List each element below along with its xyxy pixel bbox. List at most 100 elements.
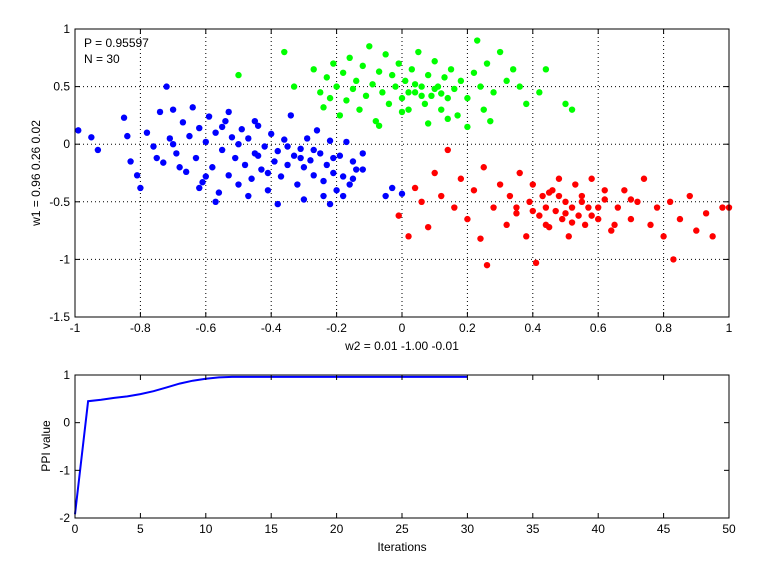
- scatter-point-series-1: [366, 43, 373, 50]
- scatter-grid: [75, 29, 729, 317]
- scatter-point-series-0: [326, 200, 334, 208]
- scatter-point-series-1: [382, 51, 389, 58]
- scatter-y-tick-label: -0.5: [49, 195, 70, 209]
- scatter-point-series-2: [496, 181, 504, 188]
- scatter-point-series-2: [572, 181, 579, 188]
- scatter-point-series-1: [317, 89, 324, 96]
- scatter-point-series-0: [120, 114, 128, 121]
- scatter-point-series-0: [160, 159, 167, 166]
- scatter-point-series-0: [245, 192, 252, 200]
- scatter-x-tick-label: 0.2: [459, 321, 476, 335]
- scatter-point-series-1: [454, 112, 461, 119]
- scatter-annotation-n: N = 30: [84, 52, 120, 66]
- scatter-point-series-2: [660, 233, 667, 240]
- line-panel: 0 5 10 15 20 25 30 35 40 45 50 -2 -1 0 1 Iterations PP…: [39, 368, 736, 554]
- scatter-point-series-1: [421, 100, 429, 108]
- scatter-point-series-2: [477, 235, 484, 242]
- scatter-point-series-1: [408, 66, 416, 73]
- scatter-point-series-0: [268, 130, 275, 138]
- scatter-point-series-1: [464, 123, 471, 131]
- scatter-point-series-0: [310, 172, 317, 179]
- scatter-point-series-1: [477, 83, 484, 90]
- scatter-point-series-1: [441, 74, 448, 81]
- scatter-point-series-1: [447, 66, 455, 73]
- line-x-tick-label: 35: [526, 522, 540, 536]
- scatter-point-series-2: [483, 261, 491, 269]
- scatter-point-series-0: [166, 135, 174, 142]
- scatter-y-tick-label: 0.5: [53, 80, 70, 94]
- scatter-point-series-0: [300, 196, 308, 203]
- scatter-point-series-0: [264, 169, 272, 177]
- scatter-point-series-1: [480, 106, 487, 113]
- scatter-point-series-1: [424, 71, 432, 79]
- scatter-point-series-2: [647, 221, 654, 229]
- line-x-tick-label: 10: [199, 522, 213, 536]
- scatter-point-series-1: [509, 66, 517, 73]
- scatter-point-series-0: [310, 146, 317, 154]
- scatter-point-series-2: [608, 227, 615, 234]
- scatter-point-series-0: [88, 134, 95, 141]
- scatter-x-axis-label: w2 = 0.01 -1.00 -0.01: [344, 339, 459, 353]
- scatter-point-series-2: [470, 187, 478, 194]
- scatter-point-series-2: [451, 204, 458, 211]
- scatter-point-series-1: [405, 89, 412, 96]
- scatter-point-series-0: [349, 175, 357, 182]
- scatter-x-tick-label: -0.6: [195, 321, 216, 335]
- scatter-point-series-2: [581, 221, 589, 229]
- scatter-point-series-2: [634, 198, 641, 205]
- scatter-point-series-1: [388, 71, 396, 79]
- scatter-point-series-2: [595, 204, 602, 211]
- scatter-x-tick-label: 0.8: [655, 321, 672, 335]
- scatter-point-series-1: [290, 83, 298, 90]
- scatter-point-series-1: [542, 66, 550, 73]
- scatter-y-tick-label: 0: [63, 137, 70, 151]
- scatter-point-series-1: [398, 94, 406, 102]
- scatter-point-series-2: [529, 181, 536, 188]
- scatter-ticks: -1 -0.8 -0.6 -0.4 -0.2 0 0.2 0.4 0.6 0.8 1-1.5-1-0…: [49, 22, 732, 335]
- scatter-point-series-1: [398, 108, 406, 116]
- scatter-point-series-1: [402, 77, 409, 85]
- scatter-point-series-0: [75, 127, 82, 134]
- line-x-tick-label: 5: [137, 522, 144, 536]
- scatter-point-series-2: [532, 259, 540, 267]
- scatter-point-series-0: [326, 137, 334, 144]
- scatter-point-series-1: [418, 83, 425, 90]
- scatter-point-series-0: [277, 173, 285, 180]
- scatter-point-series-0: [163, 83, 170, 90]
- scatter-point-series-2: [578, 192, 586, 200]
- scatter-point-series-0: [238, 126, 245, 133]
- scatter-panel: -1 -0.8 -0.6 -0.4 -0.2 0 0.2 0.4 0.6 0.8 1-1.5-1-0…: [29, 22, 733, 353]
- scatter-point-series-1: [323, 74, 330, 81]
- scatter-point-series-2: [457, 175, 465, 182]
- scatter-x-tick-label: 0.4: [524, 321, 541, 335]
- scatter-point-series-0: [349, 158, 357, 165]
- line-x-tick-label: 40: [592, 522, 606, 536]
- scatter-point-series-1: [320, 104, 327, 111]
- scatter-point-series-1: [359, 62, 366, 70]
- scatter-point-series-1: [372, 117, 380, 125]
- scatter-point-series-2: [464, 215, 471, 223]
- scatter-point-series-0: [176, 164, 183, 171]
- scatter-point-series-2: [536, 212, 543, 219]
- scatter-point-series-0: [179, 119, 187, 126]
- scatter-point-series-1: [235, 71, 242, 79]
- scatter-point-series-2: [490, 204, 497, 211]
- line-y-tick-label: -2: [59, 511, 70, 525]
- scatter-point-series-2: [411, 184, 419, 192]
- scatter-point-series-0: [294, 181, 301, 188]
- scatter-x-tick-label: -1: [70, 321, 81, 335]
- scatter-point-series-1: [424, 120, 432, 127]
- scatter-point-series-0: [398, 190, 406, 197]
- line-x-tick-label: 20: [330, 522, 344, 536]
- scatter-point-series-0: [284, 161, 291, 169]
- scatter-point-series-1: [362, 92, 370, 100]
- scatter-point-series-0: [225, 108, 232, 116]
- scatter-point-series-2: [438, 192, 445, 200]
- scatter-point-series-0: [173, 150, 180, 157]
- scatter-point-series-2: [542, 221, 550, 229]
- scatter-point-series-1: [438, 90, 445, 97]
- scatter-point-series-1: [349, 85, 357, 93]
- scatter-point-series-1: [375, 122, 383, 129]
- scatter-point-series-1: [562, 100, 569, 108]
